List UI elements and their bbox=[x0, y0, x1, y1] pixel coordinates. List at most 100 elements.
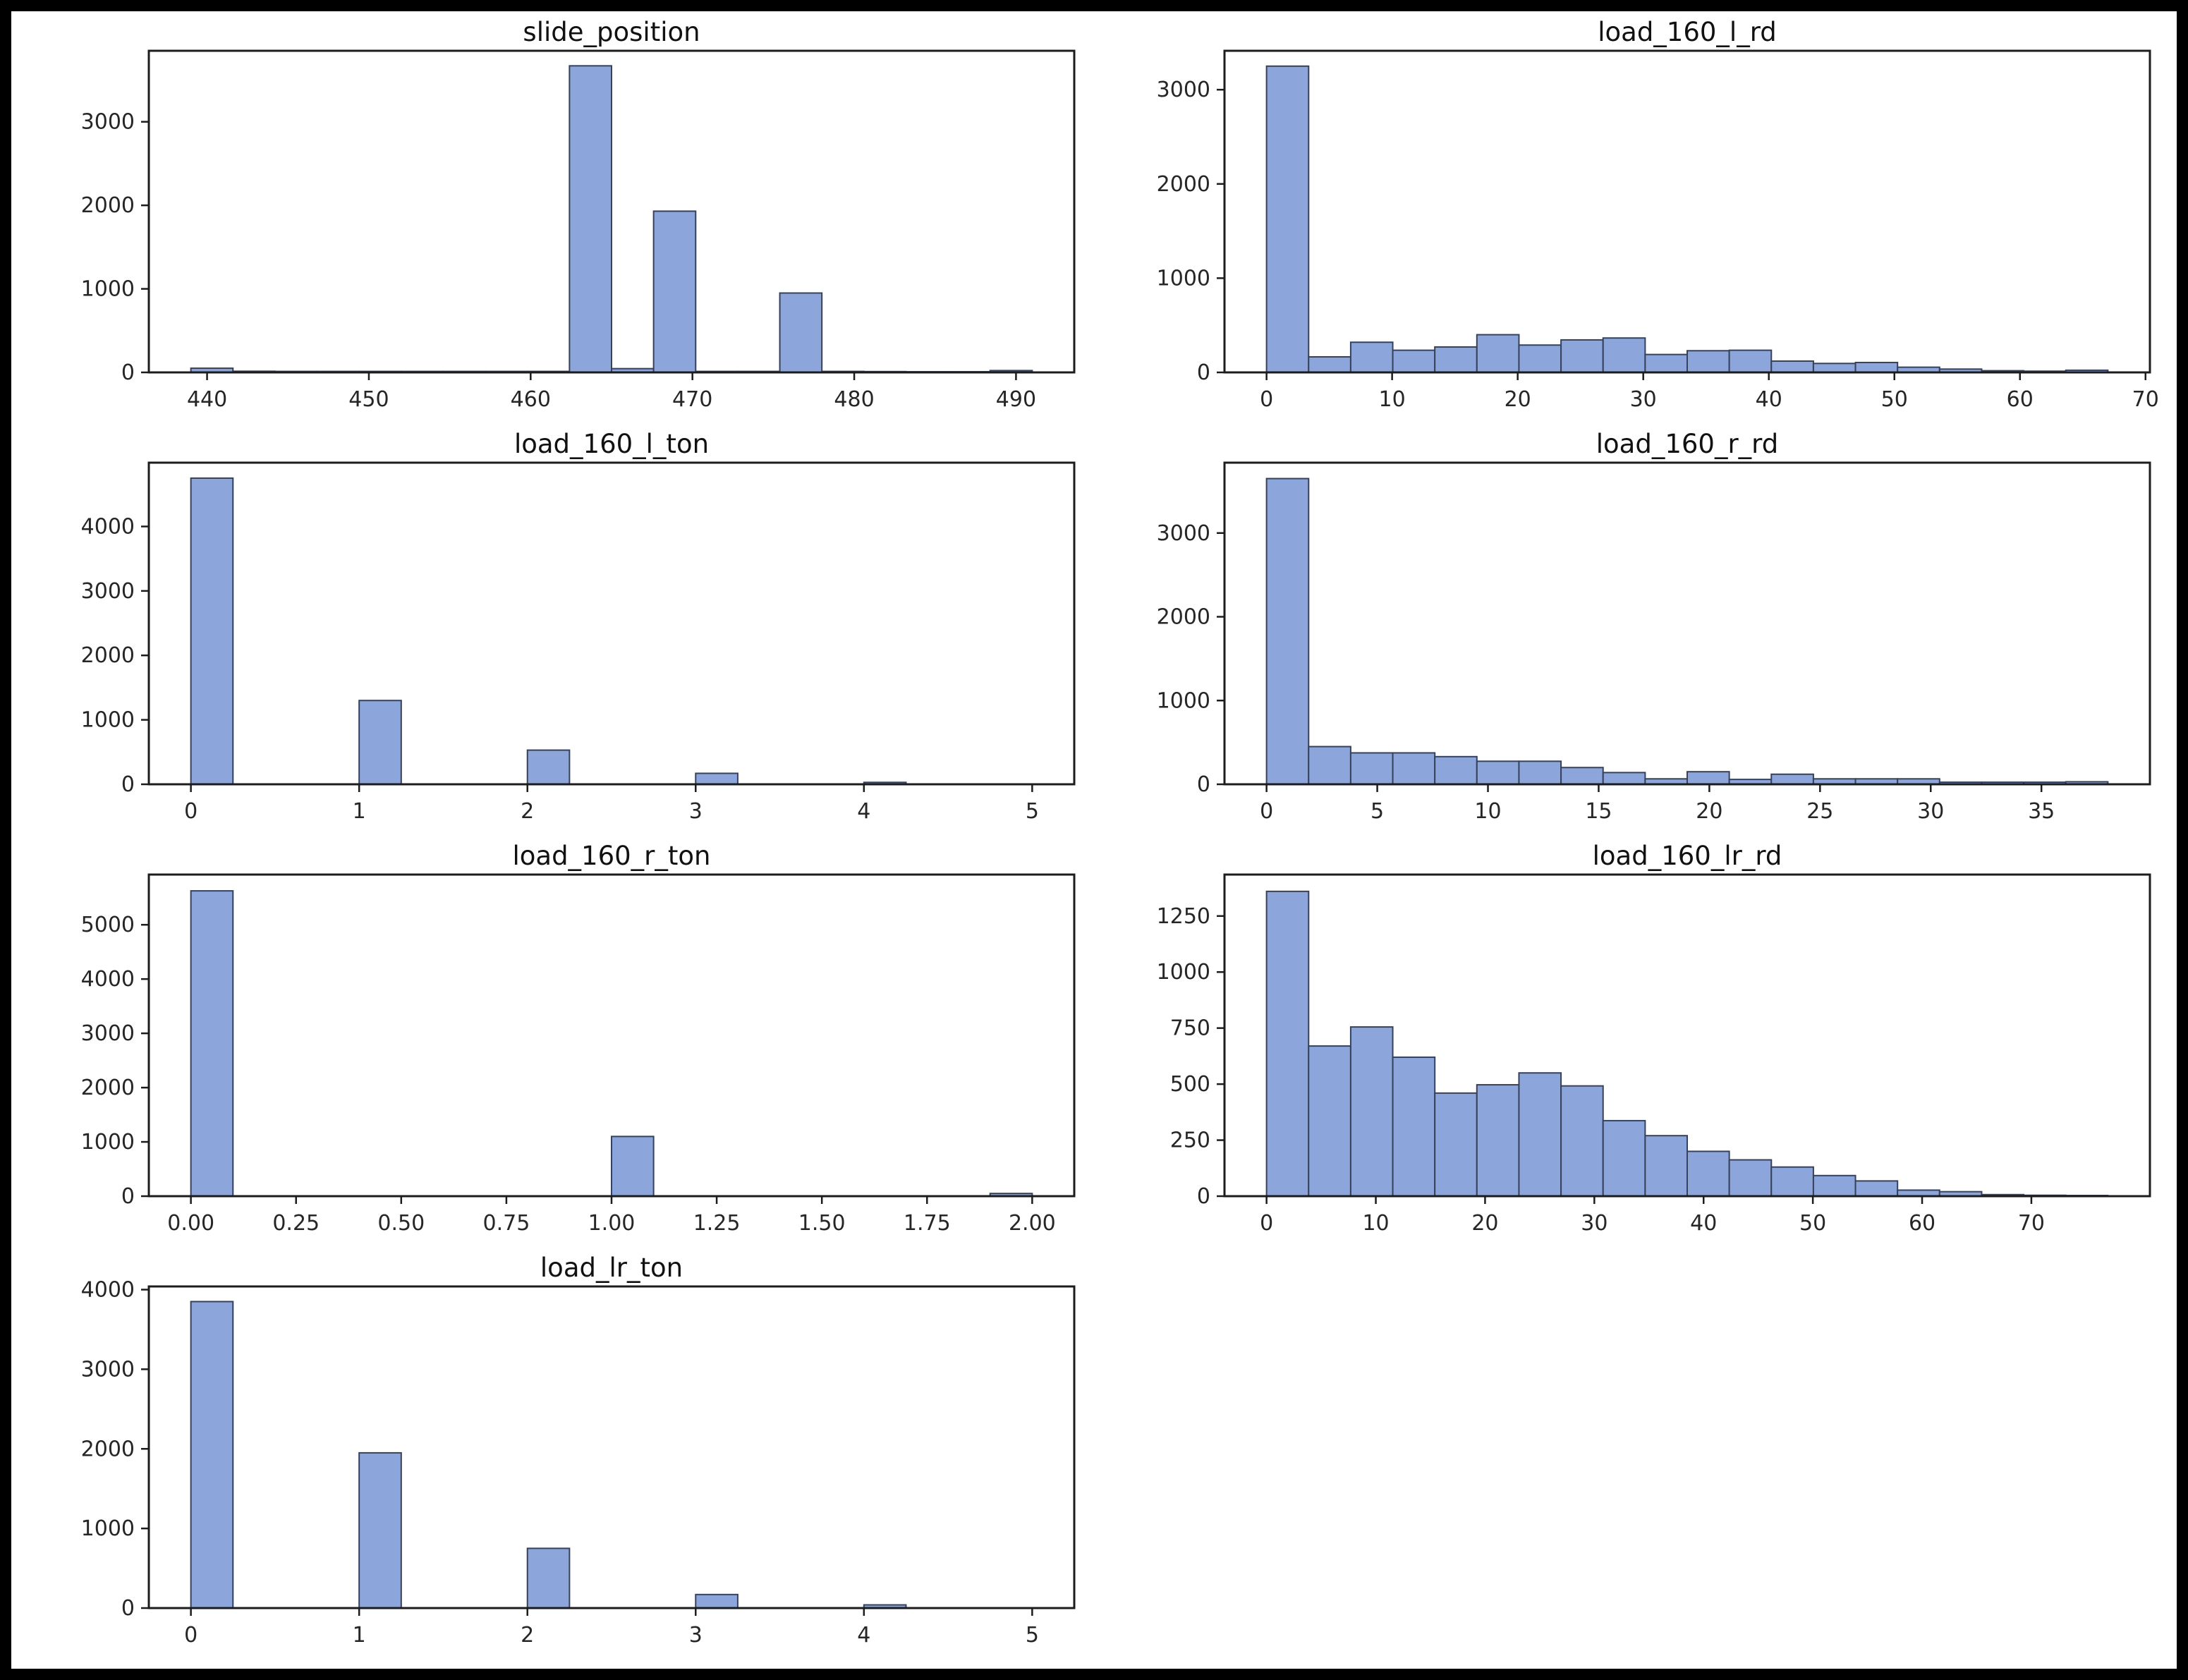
y-tick-label: 3000 bbox=[81, 1021, 135, 1046]
axes-frame bbox=[147, 1285, 1076, 1609]
y-tick-label: 3000 bbox=[81, 1357, 135, 1382]
x-tick-label: 4 bbox=[857, 1623, 870, 1648]
histogram-bar bbox=[695, 1593, 739, 1609]
chart-title: load_160_r_rd bbox=[1596, 429, 1778, 459]
histogram-bar bbox=[526, 749, 571, 786]
y-tick-label: 4000 bbox=[81, 967, 135, 992]
x-tick-label: 440 bbox=[187, 387, 227, 412]
y-tick-label: 0 bbox=[121, 360, 135, 385]
x-tick-label: 1 bbox=[353, 799, 366, 824]
histogram-load_160_r_rd: 0 5 10 15 20 25 30 35 0 1000 2000 3000 load_160_r_rd bbox=[1157, 429, 2151, 824]
y-tick-label: 2000 bbox=[81, 193, 135, 218]
x-tick-label: 2.00 bbox=[1009, 1211, 1056, 1236]
histogram-bar bbox=[652, 210, 697, 373]
y-tick-label: 1000 bbox=[1157, 960, 1210, 985]
histogram-bar bbox=[611, 1136, 655, 1197]
histogram-bar bbox=[779, 292, 823, 374]
histogram-bar bbox=[1518, 344, 1562, 373]
y-tick-label: 1250 bbox=[1157, 904, 1210, 929]
histogram-load_160_lr_rd: 0 10 20 30 40 50 60 70 0 250 500 750 1000 1250 load_16… bbox=[1157, 841, 2151, 1236]
y-tick-label: 2000 bbox=[1157, 172, 1210, 197]
x-tick-label: 10 bbox=[1474, 799, 1501, 824]
subplot-load_160_r_rd: 0 5 10 15 20 25 30 35 0 1000 2000 3000 load_160_r_rd bbox=[1094, 427, 2170, 839]
axes-frame bbox=[147, 49, 1076, 374]
x-tick-label: 5 bbox=[1026, 1623, 1039, 1648]
x-tick-label: 460 bbox=[511, 387, 551, 412]
empty-cell bbox=[1094, 1251, 2170, 1663]
subplot-load_160_l_ton: 0 1 2 3 4 5 0 1000 2000 3000 4000 load_160_l_ton bbox=[18, 427, 1094, 839]
subplot-slide_position: 440 450 460 470 480 490 0 1000 2000 3000 slide_pos… bbox=[18, 16, 1094, 427]
y-tick-label: 0 bbox=[121, 1184, 135, 1209]
x-tick-label: 20 bbox=[1696, 799, 1722, 824]
histogram-bar bbox=[1518, 760, 1562, 785]
x-tick-label: 4 bbox=[857, 799, 870, 824]
histogram-bar bbox=[1854, 1180, 1899, 1198]
y-tick-label: 1000 bbox=[81, 277, 135, 302]
subplot-load_160_r_ton: 0.00 0.25 0.50 0.75 1.00 1.25 1.50 1.75 2.00 0 100… bbox=[18, 839, 1094, 1251]
histogram-bar bbox=[1560, 339, 1604, 374]
x-tick-label: 70 bbox=[2132, 387, 2159, 412]
x-tick-label: 1.25 bbox=[693, 1211, 741, 1236]
y-tick-label: 1000 bbox=[81, 1130, 135, 1155]
histogram-bar bbox=[1560, 1085, 1604, 1197]
histogram-bar bbox=[1434, 755, 1478, 785]
histogram-bar bbox=[358, 700, 402, 786]
axes-frame bbox=[147, 461, 1076, 786]
x-tick-label: 60 bbox=[2007, 387, 2034, 412]
histogram-bar bbox=[1349, 752, 1394, 785]
x-tick-label: 3 bbox=[689, 799, 703, 824]
x-tick-label: 0.50 bbox=[377, 1211, 425, 1236]
x-tick-label: 480 bbox=[834, 387, 874, 412]
subplot-load_160_l_rd: 0 10 20 30 40 50 60 70 0 1000 2000 3000 load_160_l_r… bbox=[1094, 16, 2170, 427]
x-tick-label: 30 bbox=[1581, 1211, 1607, 1236]
x-tick-label: 40 bbox=[1690, 1211, 1717, 1236]
histogram-bar bbox=[1308, 355, 1351, 374]
y-tick-label: 2000 bbox=[81, 1076, 135, 1100]
x-tick-label: 5 bbox=[1026, 799, 1039, 824]
x-tick-label: 490 bbox=[996, 387, 1036, 412]
x-tick-label: 0.25 bbox=[272, 1211, 320, 1236]
x-tick-label: 0 bbox=[184, 1623, 197, 1648]
histogram-bar bbox=[1644, 1135, 1688, 1198]
axes-frame bbox=[1223, 873, 2151, 1198]
chart-title: load_160_l_rd bbox=[1598, 17, 1777, 47]
histogram-bar bbox=[1812, 363, 1856, 373]
chart-title: load_lr_ton bbox=[540, 1253, 683, 1283]
histogram-load_160_r_ton: 0.00 0.25 0.50 0.75 1.00 1.25 1.50 1.75 2.00 0 100… bbox=[81, 841, 1076, 1236]
histogram-bar bbox=[1392, 1056, 1436, 1198]
x-tick-label: 10 bbox=[1379, 387, 1406, 412]
x-tick-label: 25 bbox=[1806, 799, 1833, 824]
x-tick-label: 1 bbox=[353, 1623, 366, 1648]
histogram-load_160_l_rd: 0 10 20 30 40 50 60 70 0 1000 2000 3000 load_160_l_r… bbox=[1157, 17, 2159, 412]
x-tick-label: 1.50 bbox=[798, 1211, 846, 1236]
histogram-bar bbox=[1770, 360, 1814, 374]
histogram-bar bbox=[190, 477, 234, 786]
x-tick-label: 20 bbox=[1471, 1211, 1498, 1236]
histogram-bar bbox=[1602, 772, 1646, 786]
histogram-bar bbox=[1265, 890, 1310, 1198]
x-tick-label: 0 bbox=[1260, 799, 1273, 824]
histogram-bar bbox=[1728, 1159, 1773, 1197]
y-tick-label: 1000 bbox=[1157, 266, 1210, 291]
y-tick-label: 3000 bbox=[1157, 78, 1210, 102]
histogram-bar bbox=[526, 1547, 571, 1609]
y-tick-label: 250 bbox=[1170, 1128, 1210, 1153]
chart-title: load_160_r_ton bbox=[512, 841, 710, 871]
histogram-bar bbox=[1728, 349, 1773, 374]
y-tick-label: 1000 bbox=[81, 1516, 135, 1541]
histogram-bar bbox=[1265, 65, 1310, 373]
histogram-bar bbox=[1602, 337, 1646, 374]
histogram-bar bbox=[1518, 1072, 1562, 1198]
histogram-bar bbox=[1434, 1092, 1478, 1197]
histogram-bar bbox=[1602, 1119, 1646, 1197]
x-tick-label: 2 bbox=[521, 799, 534, 824]
y-tick-label: 4000 bbox=[81, 514, 135, 539]
x-tick-label: 50 bbox=[1799, 1211, 1826, 1236]
x-tick-label: 10 bbox=[1362, 1211, 1389, 1236]
x-tick-label: 60 bbox=[1909, 1211, 1935, 1236]
histogram-bar bbox=[190, 890, 234, 1197]
x-tick-label: 70 bbox=[2018, 1211, 2045, 1236]
y-tick-label: 0 bbox=[1197, 360, 1210, 385]
x-tick-label: 1.00 bbox=[588, 1211, 636, 1236]
x-tick-label: 0 bbox=[1260, 387, 1273, 412]
